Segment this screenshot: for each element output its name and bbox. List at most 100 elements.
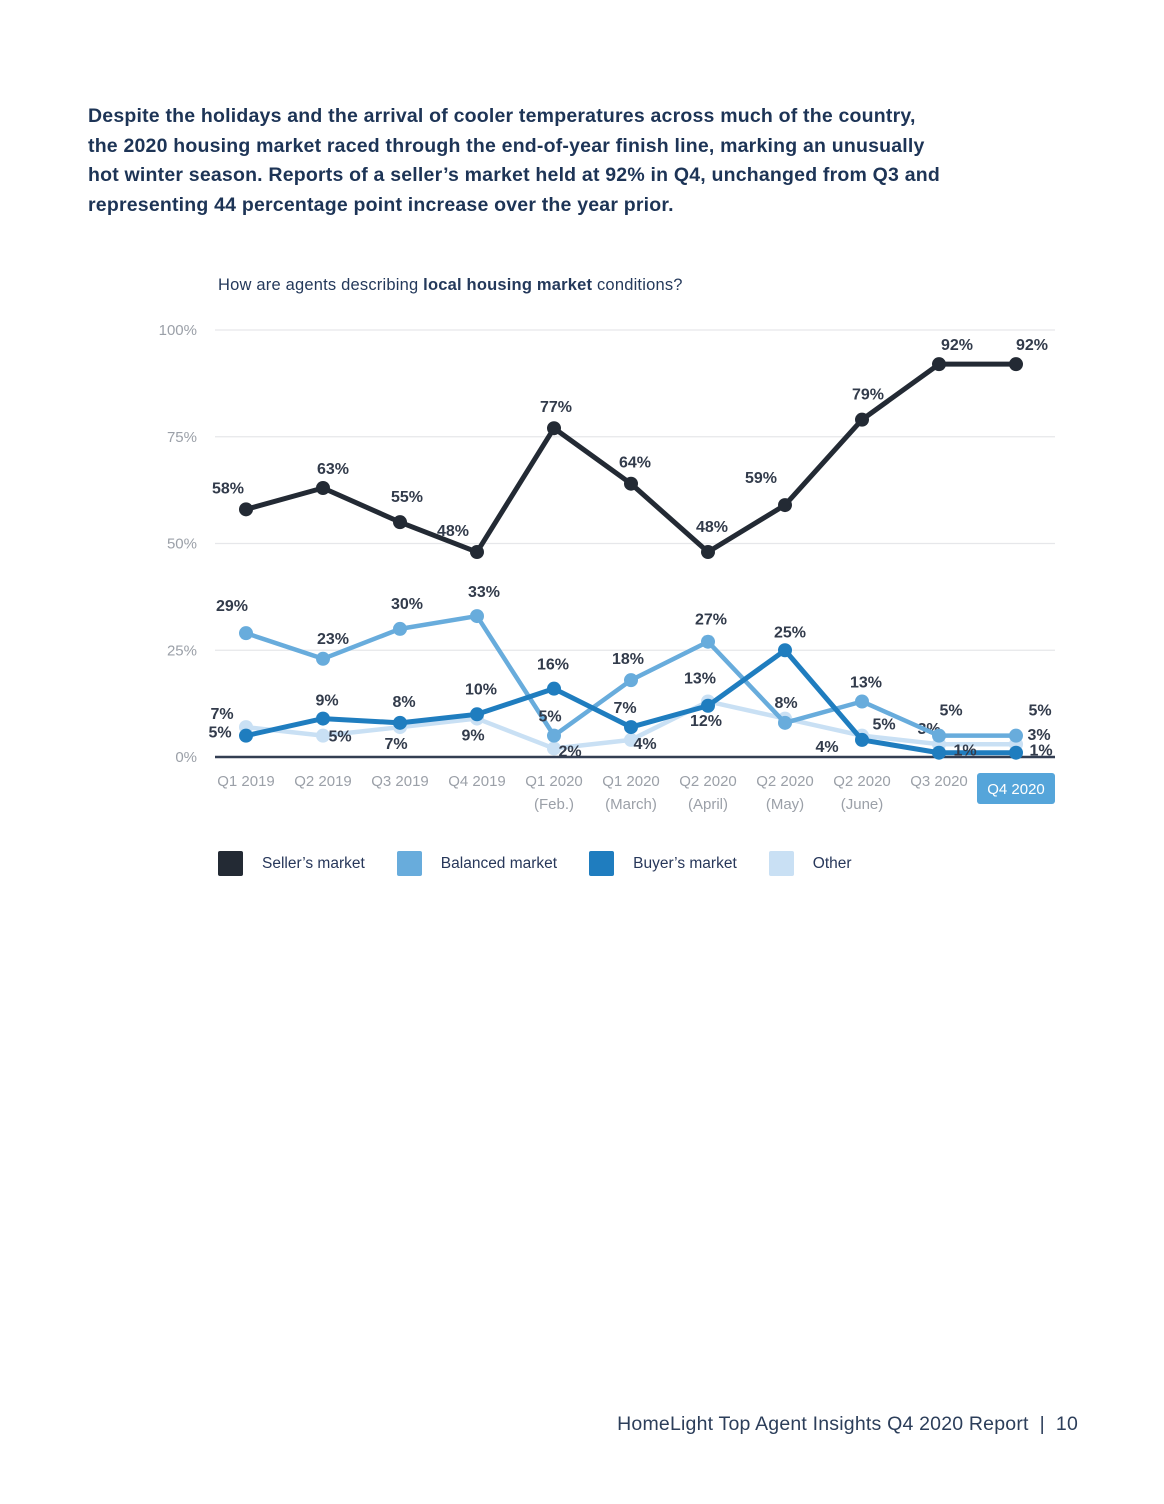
data-label: 5% [939,703,962,720]
data-label: 79% [852,387,884,404]
data-point [547,681,561,696]
legend-label: Buyer’s market [633,854,737,872]
data-point [1009,728,1023,743]
data-point [701,545,715,560]
series-balanced-market: 29% 23% 30% 33% 5% 18% 27% 8% 13% 5% 5% [216,584,1052,743]
data-label: 30% [391,596,423,613]
intro-paragraph: Despite the holidays and the arrival of … [88,105,940,216]
data-label: 27% [695,612,727,629]
x-axis-label: Q2 2020 [679,773,737,790]
x-axis-label: Q2 2020 [833,773,891,790]
data-point [932,728,946,743]
data-label: 7% [613,700,636,717]
x-axis-label: Q1 2019 [217,773,275,790]
data-point [624,476,638,491]
data-label: 7% [384,736,407,753]
data-point [855,694,869,709]
data-point [701,698,715,713]
legend-item-other: Other [768,851,852,876]
data-label: 59% [745,470,777,487]
series-seller-s-market: 58% 63% 55% 48% 77% 64% 48% 59% 79% 92% 92% [212,337,1048,560]
data-point [470,707,484,722]
legend-label: Seller’s market [262,854,365,872]
data-point [316,480,330,495]
data-point [932,745,946,760]
data-point [624,720,638,735]
y-axis-tick: 75% [167,429,197,446]
chart-title-suffix: conditions? [592,276,683,294]
data-point [316,711,330,726]
data-label: 48% [696,519,728,536]
data-label: 1% [1029,743,1052,760]
data-point [470,545,484,560]
y-axis-tick: 50% [167,536,197,553]
data-label: 5% [328,729,351,746]
data-point [393,715,407,730]
data-point [624,673,638,688]
footer-divider: | [1039,1413,1045,1435]
data-label: 23% [317,631,349,648]
series-buyer-s-market: 5% 9% 8% 10% 16% 7% 12% 25% 4% 1% 1% [208,624,1053,760]
data-point [470,609,484,624]
data-label: 10% [465,681,497,698]
balanced-market-swatch-icon [396,851,422,876]
chart-title: How are agents describing local housing … [218,276,683,295]
legend-label: Balanced market [440,854,558,872]
data-point [778,715,792,730]
data-label: 64% [619,455,651,472]
data-label: 63% [317,461,349,478]
data-point [1009,745,1023,760]
x-axis-sublabel: (June) [841,796,884,813]
x-axis-label: Q2 2019 [294,773,352,790]
data-label: 13% [850,674,882,691]
data-label: 77% [540,399,572,416]
footer-page-number: 10 [1055,1413,1078,1435]
data-point [239,626,253,641]
y-axis-tick: 100% [159,322,197,339]
x-axis-label: Q1 2020 [602,773,660,790]
data-point [624,732,638,747]
data-point [393,515,407,530]
page-footer: HomeLight Top Agent Insights Q4 2020 Rep… [617,1413,1078,1436]
x-axis-label: Q3 2019 [371,773,429,790]
y-axis-tick: 25% [167,642,197,659]
other-swatch-icon [768,851,794,876]
data-point [932,357,946,372]
data-label: 2% [558,743,581,760]
data-label: 16% [537,657,569,674]
chart-title-bold: local housing market [423,276,593,294]
data-label: 8% [392,694,415,711]
y-axis-tick: 0% [175,749,197,766]
data-point [778,643,792,658]
data-point [547,728,561,743]
buyers-market-swatch-icon [589,851,615,876]
data-label: 4% [633,736,656,753]
data-label: 25% [774,624,806,641]
legend-item-buyers-market: Buyer’s market [589,851,737,876]
data-label: 92% [941,337,973,354]
data-point [701,634,715,649]
data-label: 9% [315,693,338,710]
data-label: 5% [872,717,895,734]
x-axis-label: Q2 2020 [756,773,814,790]
data-label: 92% [1016,337,1048,354]
data-point [393,621,407,636]
x-axis-label: Q3 2020 [910,773,968,790]
x-axis-sublabel: (May) [766,796,804,813]
x-axis-sublabel: (April) [688,796,728,813]
data-label: 5% [208,725,231,742]
data-point [547,421,561,436]
data-point [239,502,253,517]
data-point [1009,357,1023,372]
chart-title-prefix: How are agents describing [218,276,424,294]
x-axis-label: Q1 2020 [525,773,583,790]
data-point [547,741,561,756]
data-label: 18% [612,651,644,668]
data-label: 12% [690,713,722,730]
data-label: 5% [1028,703,1051,720]
x-axis-label: Q4 2019 [448,773,506,790]
data-label: 58% [212,480,244,497]
data-point [316,651,330,666]
data-label: 9% [461,728,484,745]
data-point [855,412,869,427]
